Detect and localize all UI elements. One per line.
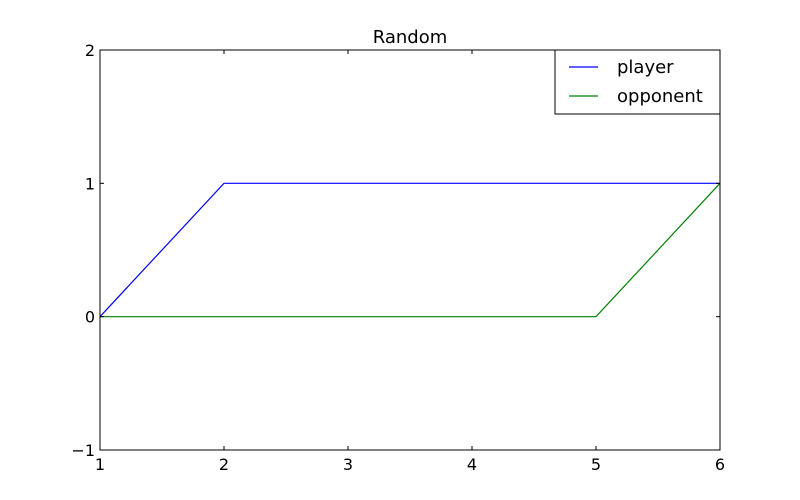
y-tick-label: −1	[71, 441, 95, 460]
legend-label: player	[617, 57, 674, 78]
y-tick-label: 2	[85, 41, 95, 60]
x-tick-label: 1	[95, 455, 105, 474]
plot-frame	[99, 49, 721, 451]
series-line-player	[99, 182, 720, 318]
series-line-opponent	[100, 182, 721, 318]
legend-box	[554, 49, 721, 115]
x-tick-label: 3	[343, 455, 353, 474]
x-tick-label: 6	[715, 455, 725, 474]
plot-area: 1 2 3 4 5 6 −1 0 1 2	[71, 41, 725, 474]
legend: player opponent	[554, 49, 721, 115]
x-tick-label: 2	[219, 455, 229, 474]
y-tick-label: 0	[85, 308, 95, 327]
chart-title: Random	[373, 27, 448, 48]
y-tick-label: 1	[85, 174, 95, 193]
legend-label: opponent	[617, 86, 703, 107]
x-tick-label: 4	[467, 455, 477, 474]
x-tick-label: 5	[591, 455, 601, 474]
